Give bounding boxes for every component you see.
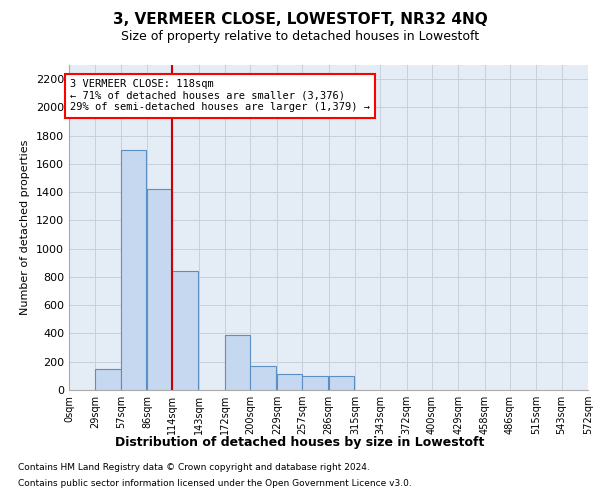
Bar <box>95 369 121 390</box>
Text: Contains public sector information licensed under the Open Government Licence v3: Contains public sector information licen… <box>18 478 412 488</box>
Bar <box>250 366 276 390</box>
Bar <box>225 335 250 390</box>
Bar <box>302 376 328 390</box>
Bar <box>329 376 354 390</box>
Bar <box>147 190 172 390</box>
Text: Contains HM Land Registry data © Crown copyright and database right 2024.: Contains HM Land Registry data © Crown c… <box>18 464 370 472</box>
Text: 3 VERMEER CLOSE: 118sqm
← 71% of detached houses are smaller (3,376)
29% of semi: 3 VERMEER CLOSE: 118sqm ← 71% of detache… <box>70 79 370 112</box>
Text: 3, VERMEER CLOSE, LOWESTOFT, NR32 4NQ: 3, VERMEER CLOSE, LOWESTOFT, NR32 4NQ <box>113 12 487 28</box>
Text: Distribution of detached houses by size in Lowestoft: Distribution of detached houses by size … <box>115 436 485 449</box>
Bar <box>121 150 146 390</box>
Bar <box>277 374 302 390</box>
Y-axis label: Number of detached properties: Number of detached properties <box>20 140 31 315</box>
Bar <box>172 272 198 390</box>
Text: Size of property relative to detached houses in Lowestoft: Size of property relative to detached ho… <box>121 30 479 43</box>
